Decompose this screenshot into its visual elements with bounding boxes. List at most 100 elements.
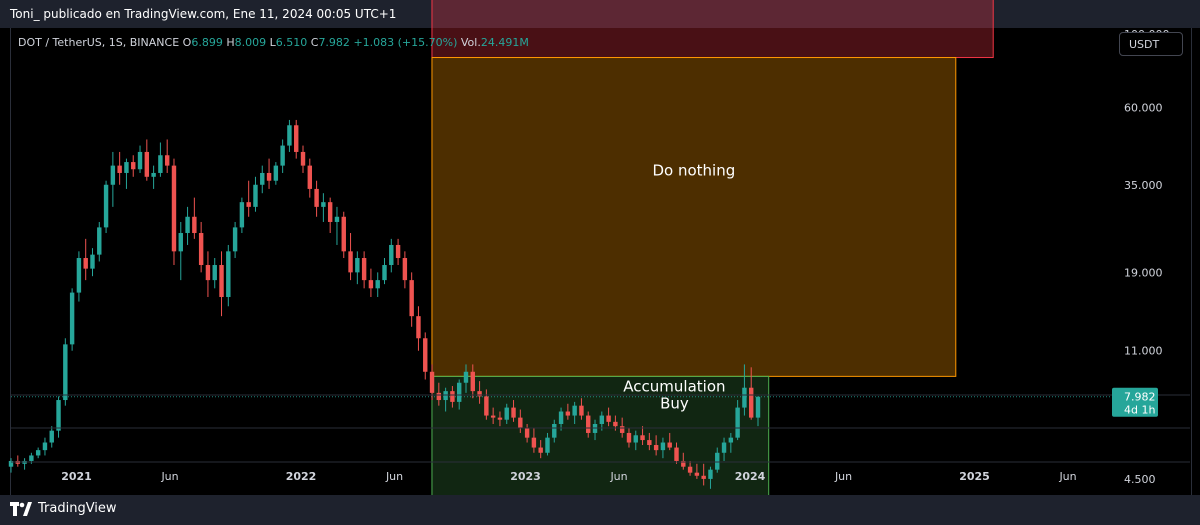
candle xyxy=(552,419,557,443)
publish-header: Toni_ publicado en TradingView.com, Ene … xyxy=(0,0,1200,28)
candle xyxy=(164,139,170,173)
candle xyxy=(708,466,713,489)
price-tick-label: 4.500 xyxy=(1124,473,1156,486)
candle xyxy=(524,423,530,443)
low-value: 6.510 xyxy=(275,36,308,49)
candle xyxy=(42,437,48,456)
candle xyxy=(124,158,129,189)
open-value: 6.899 xyxy=(191,36,223,49)
currency-button[interactable]: USDT xyxy=(1119,32,1183,56)
time-tick-label: Jun xyxy=(385,470,403,483)
candle xyxy=(633,430,638,451)
candle xyxy=(749,367,754,420)
last-price-countdown: 4d 1h xyxy=(1124,404,1155,417)
last-price-value: 7.982 xyxy=(1124,391,1156,404)
candle xyxy=(599,411,605,431)
price-tick-label: 19.000 xyxy=(1124,266,1163,279)
footer-bar: TradingView xyxy=(0,495,1200,525)
candle xyxy=(701,463,706,486)
candle xyxy=(15,455,20,467)
change-value: +1.083 (+15.70%) xyxy=(353,36,458,49)
time-tick-label: 2023 xyxy=(510,470,541,483)
time-tick-label: 2022 xyxy=(286,470,317,483)
tradingview-icon xyxy=(10,501,32,516)
candle xyxy=(314,180,319,217)
volume-value: 24.491M xyxy=(480,36,529,49)
candle xyxy=(287,119,292,152)
candle xyxy=(755,396,761,427)
high-label: H xyxy=(226,36,235,49)
zone-labels-layer: DistributionSellDo nothingAccumulationBu… xyxy=(623,161,735,412)
candle xyxy=(8,458,14,473)
candle xyxy=(131,155,136,177)
last-price-box xyxy=(1112,387,1158,417)
candle xyxy=(490,407,496,424)
candle xyxy=(518,409,523,433)
candle xyxy=(280,139,285,173)
candle xyxy=(416,306,421,351)
candle xyxy=(103,180,109,234)
publish-title: Toni_ publicado en TradingView.com, Ene … xyxy=(10,7,397,21)
candle xyxy=(260,165,265,194)
candle xyxy=(110,151,116,207)
candle xyxy=(606,407,611,427)
candle xyxy=(477,381,482,404)
tradingview-brand: TradingView xyxy=(38,501,117,516)
candle xyxy=(253,176,258,212)
candle xyxy=(22,458,27,470)
candle xyxy=(667,432,672,451)
candle xyxy=(239,197,245,234)
candle xyxy=(49,426,54,448)
candle xyxy=(307,158,313,198)
price-tick-label: 11.000 xyxy=(1124,345,1163,358)
candle xyxy=(273,162,279,185)
candle xyxy=(192,197,197,239)
candle xyxy=(572,401,577,424)
candle xyxy=(76,251,82,302)
candle xyxy=(90,248,95,277)
candle xyxy=(219,251,224,317)
candle xyxy=(565,403,571,420)
price-tick-label: 35.000 xyxy=(1124,179,1163,192)
volume-label: Vol. xyxy=(460,36,481,49)
candle xyxy=(681,452,686,470)
candle xyxy=(470,364,475,399)
candle xyxy=(395,238,401,266)
time-tick-label: Jun xyxy=(1058,470,1076,483)
time-tick-label: 2021 xyxy=(61,470,92,483)
do-nothing-zone-label: Do nothing xyxy=(652,161,735,179)
candle xyxy=(212,258,217,289)
high-value: 8.009 xyxy=(234,36,267,49)
candle xyxy=(151,165,156,189)
candle xyxy=(450,386,455,408)
candle xyxy=(361,251,367,289)
candle xyxy=(63,338,68,406)
candle xyxy=(97,221,102,262)
candle xyxy=(429,364,435,401)
candle xyxy=(375,272,380,298)
candle xyxy=(531,428,537,453)
candle xyxy=(653,435,659,456)
candle xyxy=(463,364,469,393)
low-label: L xyxy=(269,36,276,49)
candle xyxy=(389,238,394,273)
candles-layer xyxy=(8,119,761,489)
symbol-legend: DOT / TetherUS, 1S, BINANCE O6.899 H8.00… xyxy=(18,36,529,49)
distribution-zone xyxy=(431,0,994,59)
candle xyxy=(694,463,700,479)
price-tick-label: 60.000 xyxy=(1124,101,1163,114)
candle xyxy=(647,432,652,451)
tradingview-logo[interactable]: TradingView xyxy=(10,501,117,516)
candle xyxy=(205,251,211,298)
time-tick-label: Jun xyxy=(160,470,178,483)
candle xyxy=(443,387,448,412)
candle xyxy=(484,389,489,420)
candle xyxy=(327,197,333,234)
candle xyxy=(436,382,442,406)
candle xyxy=(334,206,340,245)
candle xyxy=(321,193,326,222)
symbol-name: DOT / TetherUS, 1S, BINANCE xyxy=(18,36,180,49)
candle xyxy=(198,221,204,273)
